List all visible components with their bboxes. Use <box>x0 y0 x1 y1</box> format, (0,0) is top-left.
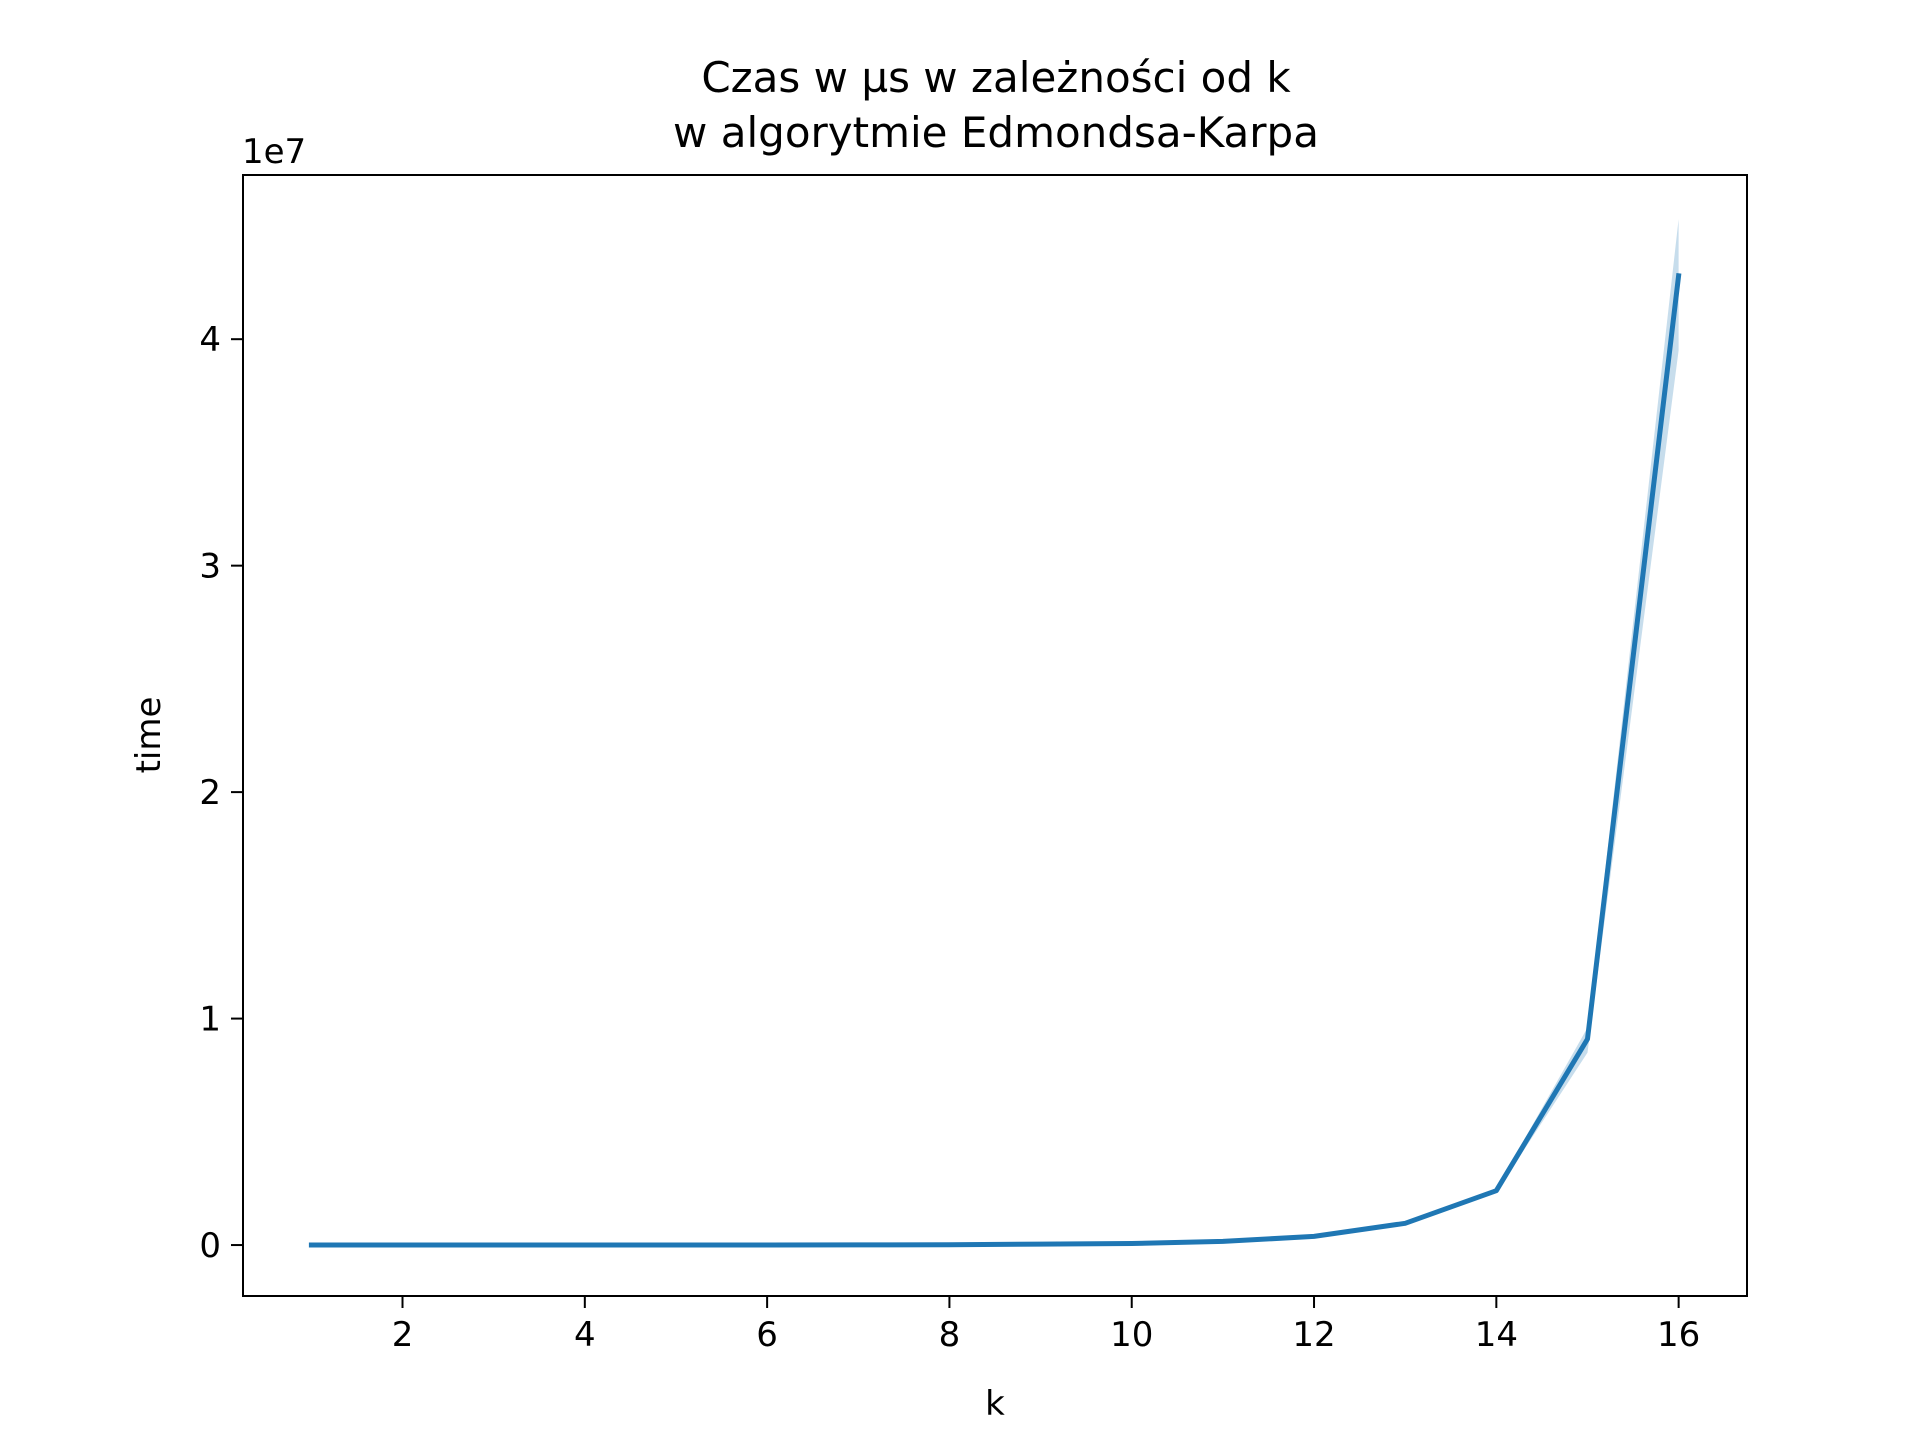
x-axis-label: k <box>985 1384 1005 1424</box>
y-tick-label: 3 <box>199 547 221 587</box>
plot-area <box>308 219 1682 1248</box>
x-tick-label: 10 <box>1110 1315 1153 1355</box>
series-0-line <box>308 273 1682 1248</box>
x-tick-label: 12 <box>1292 1315 1335 1355</box>
series-0-confidence-band <box>311 219 1679 1246</box>
x-tick-label: 8 <box>939 1315 961 1355</box>
chart-title-line-2: w algorytmie Edmondsa-Karpa <box>673 108 1319 157</box>
x-tick-label: 16 <box>1657 1315 1700 1355</box>
x-axis: 2 4 6 8 10 12 14 16 <box>392 1296 1700 1355</box>
y-tick-label: 1 <box>199 1000 221 1040</box>
chart-title: Czas w µs w zależności od k w algorytmie… <box>673 53 1319 157</box>
x-tick-label: 2 <box>392 1315 414 1355</box>
x-tick-label: 6 <box>756 1315 778 1355</box>
chart-title-line-1: Czas w µs w zależności od k <box>701 53 1291 102</box>
y-axis: 0 1 2 3 4 <box>199 320 243 1266</box>
y-tick-label: 2 <box>199 773 221 813</box>
y-axis-label: time <box>129 697 169 774</box>
y-offset-label: 1e7 <box>242 132 306 172</box>
y-tick-label: 4 <box>199 320 221 360</box>
y-tick-label: 0 <box>199 1226 221 1266</box>
x-tick-label: 4 <box>574 1315 596 1355</box>
axes-frame <box>242 174 1748 1297</box>
x-tick-label: 14 <box>1475 1315 1518 1355</box>
